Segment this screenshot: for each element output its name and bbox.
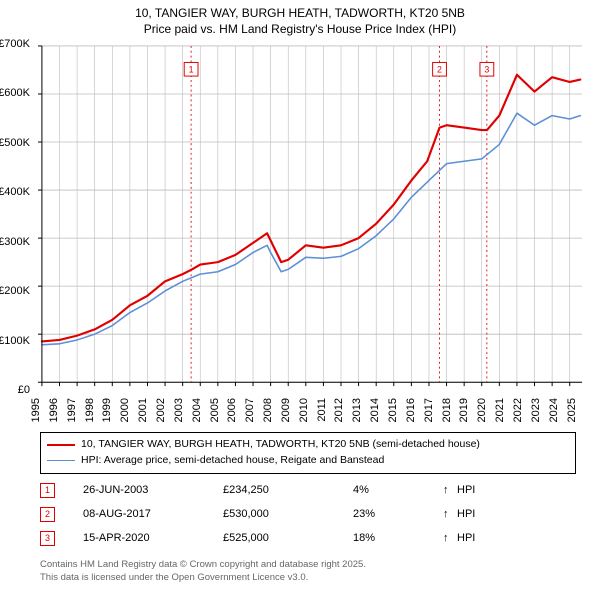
- y-tick-label: £400K: [0, 186, 30, 198]
- y-tick-label: £100K: [0, 335, 30, 347]
- marker-pct: 4%: [353, 484, 443, 496]
- y-tick-label: £500K: [0, 137, 30, 149]
- x-tick-label: 2017: [423, 398, 435, 422]
- marker-date: 15-APR-2020: [83, 532, 223, 544]
- marker-pct: 23%: [353, 508, 443, 520]
- x-tick-label: 2009: [280, 398, 292, 422]
- x-tick-label: 2013: [351, 398, 363, 422]
- svg-text:1: 1: [189, 65, 194, 75]
- legend-swatch: [47, 444, 75, 446]
- x-tick-label: 2000: [119, 398, 131, 422]
- marker-badge: 2: [40, 507, 55, 522]
- x-tick-label: 2008: [262, 398, 274, 422]
- attribution: Contains HM Land Registry data © Crown c…: [40, 559, 576, 584]
- y-tick-label: £600K: [0, 87, 30, 99]
- marker-badge: 1: [40, 483, 55, 498]
- marker-price: £234,250: [223, 484, 353, 496]
- attribution-line2: This data is licensed under the Open Gov…: [40, 572, 576, 584]
- arrow-up-icon: ↑: [443, 508, 457, 520]
- marker-row: 3 15-APR-2020£525,00018%↑HPI: [40, 526, 576, 550]
- x-tick-label: 2016: [405, 398, 417, 422]
- x-tick-label: 2019: [458, 398, 470, 422]
- legend-label: HPI: Average price, semi-detached house,…: [81, 453, 384, 469]
- x-tick-label: 1996: [48, 398, 60, 422]
- marker-price: £525,000: [223, 532, 353, 544]
- title-line2: Price paid vs. HM Land Registry's House …: [0, 22, 600, 38]
- attribution-line1: Contains HM Land Registry data © Crown c…: [40, 559, 576, 571]
- x-tick-label: 1997: [66, 398, 78, 422]
- marker-row: 1 26-JUN-2003£234,2504%↑HPI: [40, 478, 576, 502]
- x-tick-label: 2015: [387, 398, 399, 422]
- chart-title: 10, TANGIER WAY, BURGH HEATH, TADWORTH, …: [0, 0, 600, 37]
- legend-row: HPI: Average price, semi-detached house,…: [47, 453, 569, 469]
- x-tick-label: 2021: [494, 398, 506, 422]
- x-tick-label: 1999: [101, 398, 113, 422]
- arrow-up-icon: ↑: [443, 532, 457, 544]
- marker-row: 2 08-AUG-2017£530,00023%↑HPI: [40, 502, 576, 526]
- y-tick-label: £200K: [0, 285, 30, 297]
- marker-price: £530,000: [223, 508, 353, 520]
- x-tick-label: 2025: [566, 398, 578, 422]
- x-tick-label: 2002: [155, 398, 167, 422]
- marker-badge: 3: [40, 531, 55, 546]
- marker-suffix: HPI: [457, 508, 475, 520]
- x-tick-label: 2011: [316, 398, 328, 422]
- y-tick-label: £700K: [0, 38, 30, 50]
- x-tick-label: 2024: [548, 398, 560, 422]
- marker-date: 08-AUG-2017: [83, 508, 223, 520]
- arrow-up-icon: ↑: [443, 484, 457, 496]
- marker-suffix: HPI: [457, 484, 475, 496]
- x-tick-label: 2006: [226, 398, 238, 422]
- svg-text:2: 2: [437, 65, 442, 75]
- x-tick-label: 2020: [476, 398, 488, 422]
- y-tick-label: £300K: [0, 236, 30, 248]
- chart-area: 123 £0£100K£200K£300K£400K£500K£600K£700…: [36, 44, 584, 390]
- legend-row: 10, TANGIER WAY, BURGH HEATH, TADWORTH, …: [47, 437, 569, 453]
- chart-plot: 1 2 3: [36, 44, 584, 390]
- svg-text:3: 3: [484, 65, 489, 75]
- marker-table: 126-JUN-2003£234,2504%↑HPI208-AUG-2017£5…: [40, 478, 576, 550]
- x-tick-label: 2023: [530, 398, 542, 422]
- x-tick-label: 2005: [209, 398, 221, 422]
- legend: 10, TANGIER WAY, BURGH HEATH, TADWORTH, …: [40, 432, 576, 474]
- x-tick-label: 2010: [298, 398, 310, 422]
- x-tick-label: 2001: [137, 398, 149, 422]
- title-line1: 10, TANGIER WAY, BURGH HEATH, TADWORTH, …: [0, 6, 600, 22]
- marker-date: 26-JUN-2003: [83, 484, 223, 496]
- marker-pct: 18%: [353, 532, 443, 544]
- x-tick-label: 2004: [191, 398, 203, 422]
- marker-suffix: HPI: [457, 532, 475, 544]
- x-tick-label: 1998: [84, 398, 96, 422]
- x-tick-label: 2007: [244, 398, 256, 422]
- x-tick-label: 2003: [173, 398, 185, 422]
- legend-swatch: [47, 460, 75, 461]
- legend-label: 10, TANGIER WAY, BURGH HEATH, TADWORTH, …: [81, 437, 480, 453]
- y-tick-label: £0: [18, 384, 30, 396]
- x-tick-label: 2012: [333, 398, 345, 422]
- x-tick-label: 2018: [441, 398, 453, 422]
- x-tick-label: 2022: [512, 398, 524, 422]
- x-tick-label: 1995: [30, 398, 42, 422]
- x-tick-label: 2014: [369, 398, 381, 422]
